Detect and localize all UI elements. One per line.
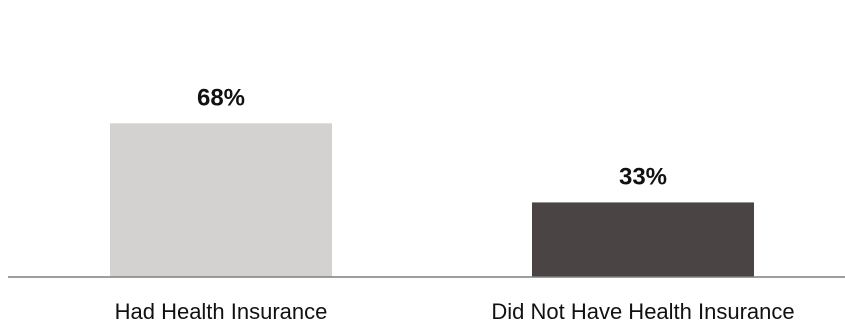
value-labels-group: 68% 33% (197, 84, 667, 190)
bar-0 (110, 123, 332, 277)
category-label-1: Did Not Have Health Insurance (491, 299, 794, 324)
category-label-0: Had Health Insurance (115, 299, 328, 324)
bar-1 (532, 202, 754, 277)
bar-value-label-0: 68% (197, 84, 245, 111)
bars-group (110, 123, 754, 277)
bar-value-label-1: 33% (619, 163, 667, 190)
category-labels-group: Had Health Insurance Did Not Have Health … (115, 299, 795, 324)
